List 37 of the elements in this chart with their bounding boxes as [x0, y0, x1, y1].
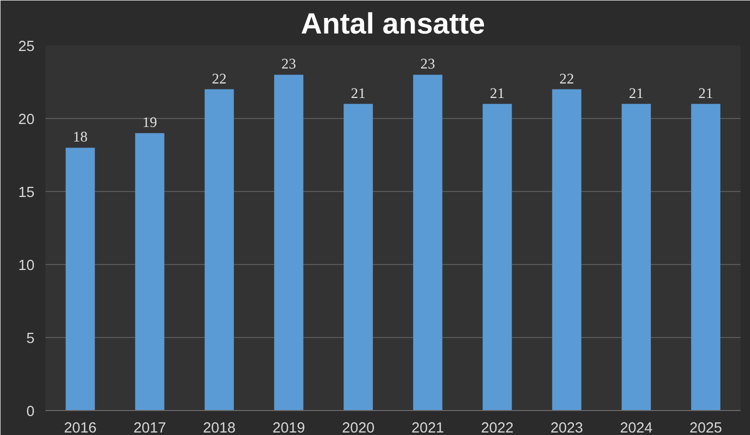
- y-tick-label: 5: [26, 331, 35, 347]
- bar: [344, 104, 373, 410]
- data-label: 23: [420, 56, 436, 73]
- x-tick-label: 2024: [620, 420, 653, 435]
- bar: [552, 89, 582, 410]
- bar: [622, 104, 651, 410]
- data-label: 19: [142, 115, 158, 132]
- x-tick-label: 2016: [64, 420, 97, 435]
- data-label: 21: [490, 86, 505, 102]
- bar: [204, 89, 234, 410]
- x-tick-label: 2019: [272, 420, 306, 435]
- data-label: 21: [628, 86, 644, 102]
- bar: [413, 74, 442, 410]
- bar: [66, 148, 95, 410]
- x-tick-label: 2021: [411, 420, 444, 435]
- y-tick-label: 15: [18, 185, 35, 201]
- x-tick-label: 2017: [133, 420, 166, 435]
- data-label: 23: [281, 56, 296, 73]
- data-label: 22: [212, 71, 227, 88]
- x-tick-label: 2020: [342, 420, 375, 435]
- y-tick-label: 20: [18, 112, 35, 128]
- y-tick-label: 10: [18, 258, 35, 274]
- x-tick-label: 2025: [689, 420, 722, 435]
- y-tick-label: 25: [18, 39, 35, 55]
- chart-title: Antal ansatte: [300, 8, 486, 40]
- data-label: 22: [559, 71, 574, 88]
- y-tick-label: 0: [26, 404, 35, 420]
- x-tick-label: 2018: [202, 420, 236, 435]
- bar: [482, 104, 512, 410]
- bar: [274, 74, 304, 410]
- data-label: 21: [698, 86, 714, 102]
- data-label: 18: [72, 130, 88, 146]
- data-label: 21: [350, 86, 366, 102]
- bar: [135, 133, 164, 410]
- x-tick-label: 2023: [550, 420, 584, 435]
- bar: [691, 104, 720, 410]
- x-tick-label: 2022: [480, 420, 514, 435]
